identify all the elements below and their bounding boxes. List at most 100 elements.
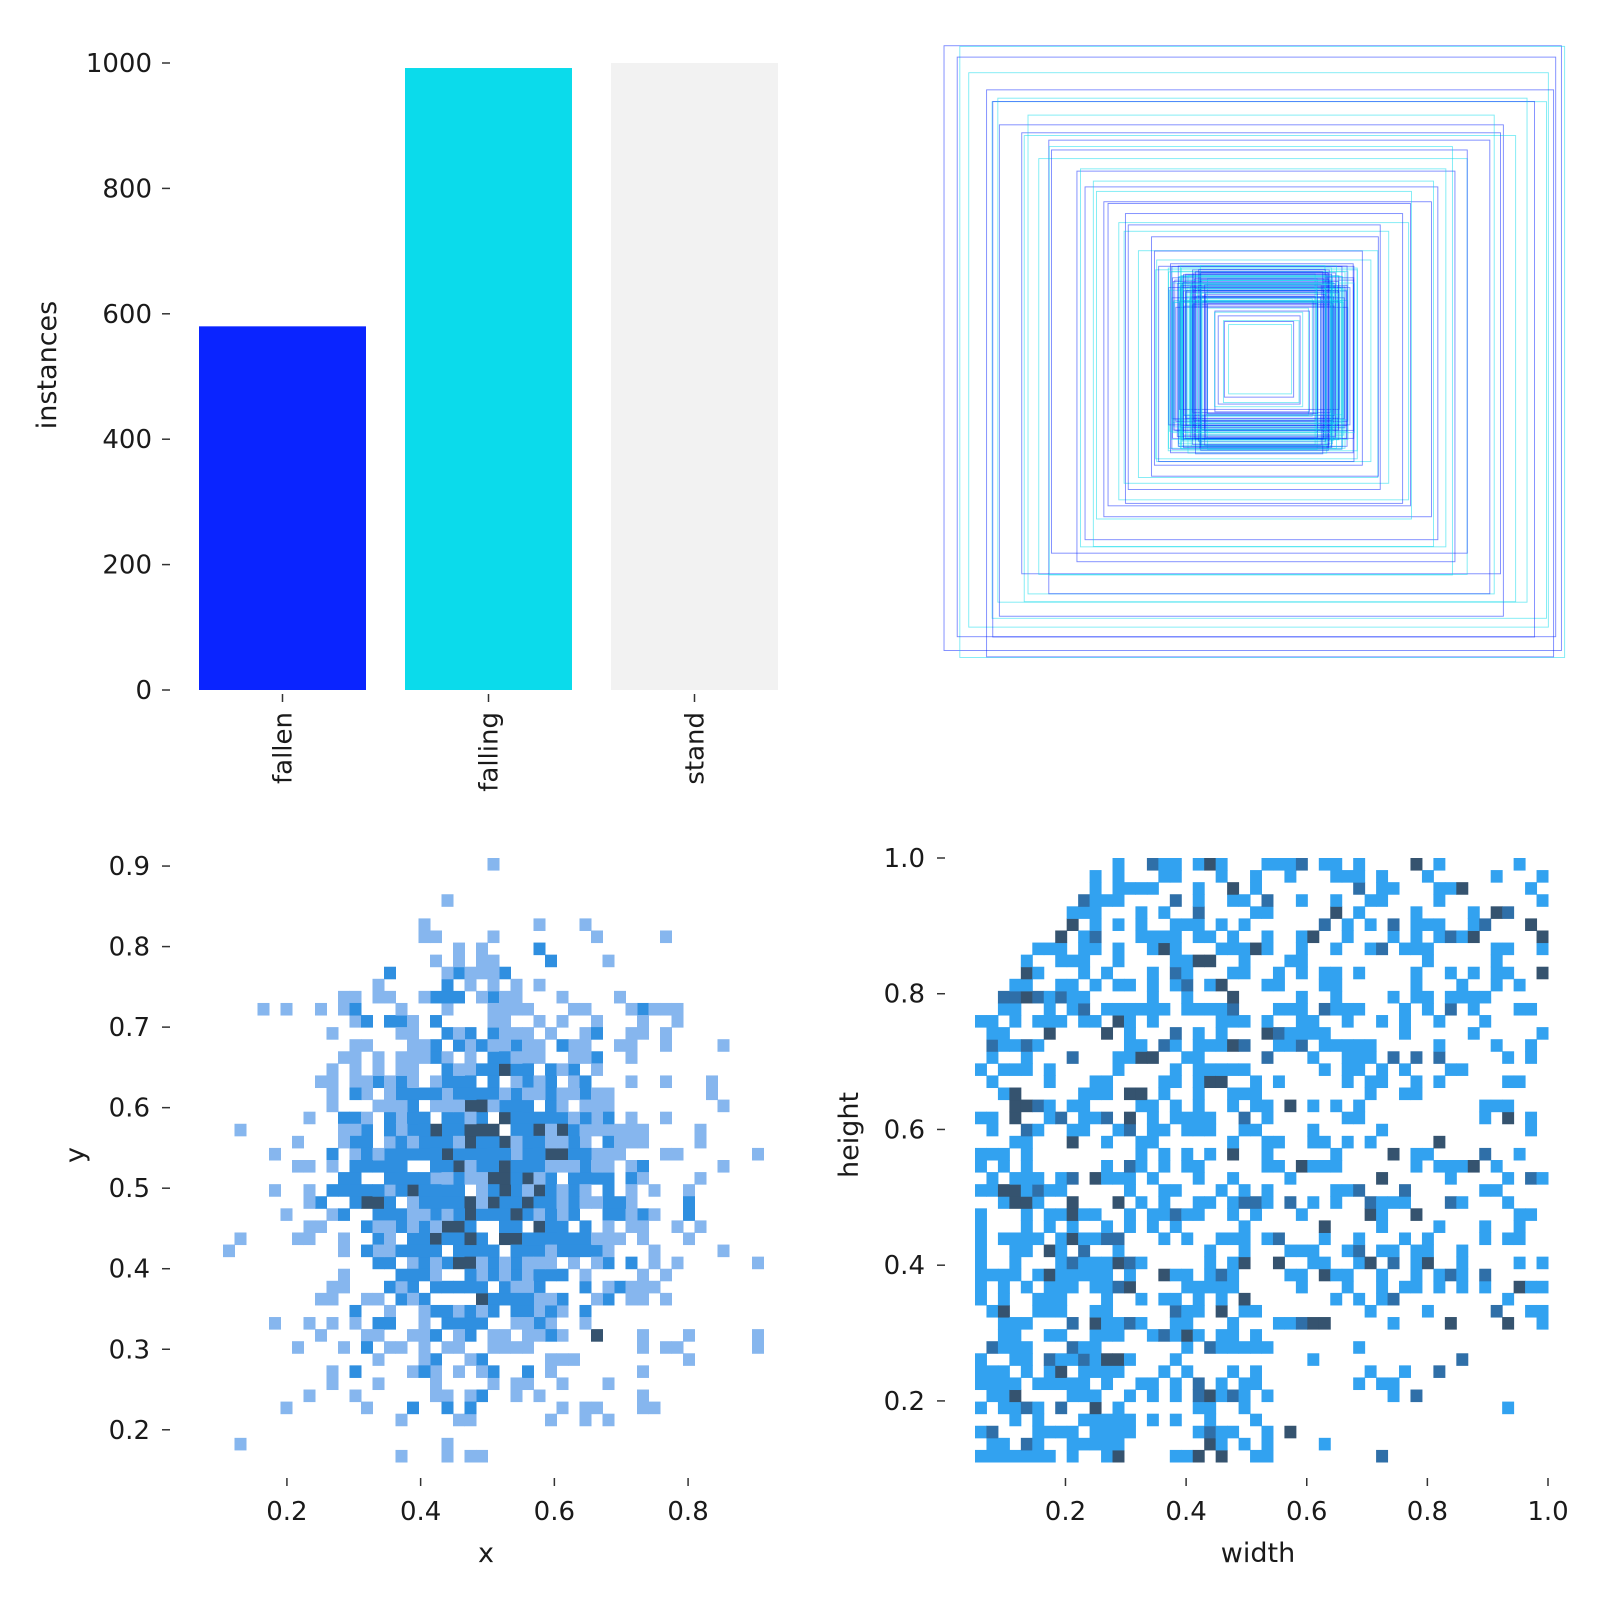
histogram-cell: [1444, 966, 1457, 980]
histogram-cell: [1353, 1184, 1366, 1197]
histogram-cell: [1238, 1377, 1251, 1391]
histogram-cell: [1295, 966, 1308, 980]
histogram-cell: [1250, 1087, 1262, 1101]
histogram-cell: [1272, 1232, 1285, 1246]
histogram-cell: [361, 1135, 373, 1149]
histogram-cell: [1353, 1341, 1366, 1354]
histogram-cell: [522, 1292, 534, 1306]
histogram-cell: [1101, 1220, 1114, 1233]
histogram-cell: [1227, 1135, 1240, 1149]
histogram-cell: [476, 1172, 488, 1185]
histogram-cell: [1169, 954, 1182, 968]
histogram-cell: [280, 1401, 293, 1415]
histogram-cell: [1146, 1389, 1159, 1403]
histogram-cell: [1032, 1401, 1045, 1415]
histogram-cell: [579, 1135, 592, 1149]
histogram-cell: [372, 978, 385, 992]
histogram-cell: [1284, 1425, 1297, 1439]
histogram-cell: [545, 1027, 557, 1040]
histogram-cell: [986, 1377, 999, 1391]
histogram-cell: [1158, 1087, 1171, 1101]
histogram-cell: [1295, 858, 1308, 871]
histogram-cell: [372, 990, 385, 1004]
histogram-cell: [384, 1220, 396, 1233]
histogram-cell: [510, 1002, 523, 1016]
histogram-cell: [1204, 1002, 1217, 1016]
y-tick-label: 0.6: [109, 1094, 150, 1124]
histogram-cell: [522, 1172, 534, 1185]
histogram-cell: [1227, 894, 1240, 907]
histogram-cell: [1399, 1365, 1411, 1378]
histogram-cell: [1250, 1099, 1262, 1113]
histogram-cell: [1536, 1280, 1549, 1294]
histogram-cell: [625, 1039, 638, 1052]
histogram-cell: [1135, 1051, 1148, 1064]
histogram-cell: [441, 1123, 454, 1137]
histogram-cell: [1387, 1196, 1400, 1209]
histogram-cell: [533, 1160, 546, 1173]
histogram-cell: [487, 1184, 500, 1197]
histogram-cell: [1009, 1196, 1022, 1209]
histogram-cell: [395, 1244, 408, 1258]
histogram-cell: [545, 1244, 557, 1258]
histogram-cell: [1020, 1280, 1033, 1294]
histogram-cell: [441, 1341, 454, 1354]
histogram-cell: [522, 1087, 534, 1101]
histogram-cell: [1146, 990, 1159, 1004]
histogram-cell: [1502, 1317, 1515, 1330]
histogram-cell: [326, 1147, 339, 1161]
histogram-cell: [1192, 1425, 1205, 1439]
histogram-cell: [752, 1329, 764, 1342]
histogram-cell: [1353, 1039, 1366, 1052]
histogram-cell: [545, 1135, 557, 1149]
histogram-cell: [453, 1365, 465, 1378]
histogram-cell: [464, 1172, 477, 1185]
histogram-cell: [660, 1268, 672, 1282]
histogram-cell: [407, 1111, 419, 1125]
histogram-cell: [349, 1160, 362, 1173]
histogram-cell: [591, 1196, 603, 1209]
histogram-cell: [1181, 1111, 1194, 1125]
histogram-cell: [487, 1015, 500, 1028]
histogram-cell: [1078, 894, 1091, 907]
histogram-cell: [441, 1449, 454, 1463]
histogram-cell: [1238, 918, 1251, 931]
histogram-cell: [1043, 1208, 1056, 1221]
histogram-cell: [1078, 954, 1091, 968]
histogram-cell: [533, 1268, 546, 1282]
histogram-cell: [384, 1160, 396, 1173]
histogram-cell: [1502, 906, 1515, 919]
histogram-cell: [637, 1220, 649, 1233]
histogram-cell: [1433, 930, 1446, 944]
histogram-cell: [487, 1063, 500, 1076]
histogram-cell: [1020, 978, 1033, 992]
histogram-cell: [1536, 1027, 1549, 1040]
histogram-cell: [464, 1268, 477, 1282]
histogram-cell: [1215, 1075, 1228, 1089]
histogram-cell: [1066, 1172, 1079, 1185]
histogram-cell: [1330, 1268, 1343, 1282]
histogram-cell: [499, 1220, 511, 1233]
histogram-cell: [1376, 882, 1389, 895]
histogram-cell: [453, 954, 465, 968]
histogram-cell: [510, 1389, 523, 1403]
histogram-cell: [1055, 1184, 1068, 1197]
histogram-cell: [1078, 1232, 1091, 1246]
histogram-cell: [1112, 1401, 1125, 1415]
histogram-cell: [407, 1184, 419, 1197]
histogram-cell: [1089, 930, 1102, 944]
histogram-cell: [1135, 1135, 1148, 1149]
histogram-cell: [487, 1377, 500, 1391]
histogram-cell: [499, 1087, 511, 1101]
histogram-cell: [1353, 870, 1366, 883]
histogram-cell: [625, 1172, 638, 1185]
histogram-cell: [545, 1292, 557, 1306]
histogram-cell: [1421, 918, 1434, 931]
histogram-cell: [1353, 1292, 1366, 1306]
histogram-cell: [1490, 870, 1503, 883]
histogram-cell: [1364, 1256, 1377, 1270]
histogram-cell: [1181, 1147, 1194, 1161]
histogram-cell: [441, 894, 454, 907]
histogram-cell: [975, 1220, 987, 1233]
